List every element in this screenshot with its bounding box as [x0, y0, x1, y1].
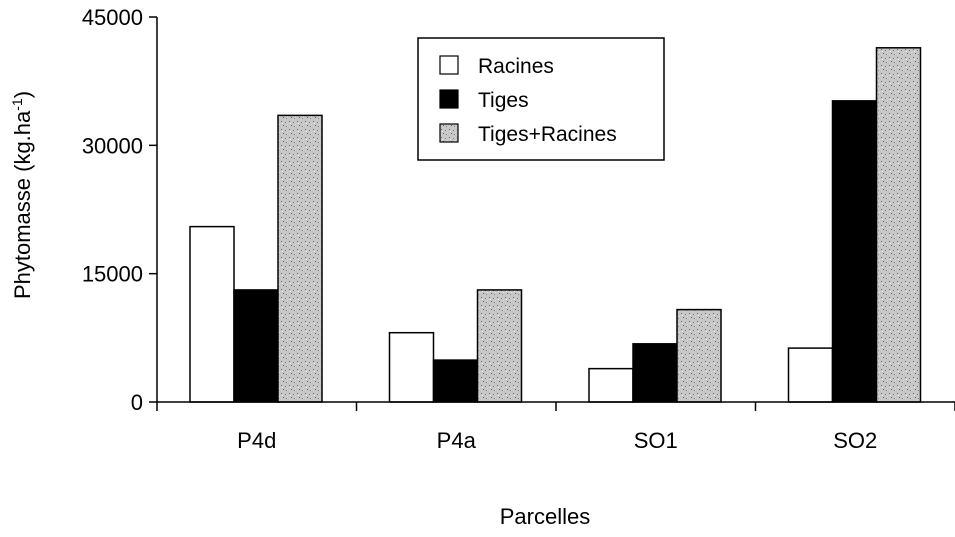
axes: 0 15000 30000 45000 P4d P4a SO1 SO2	[82, 5, 955, 453]
legend-swatch-racines	[439, 55, 459, 75]
x-axis-label: Parcelles	[500, 504, 590, 529]
bar-tiges-so2	[831, 100, 878, 403]
y-axis-label-main: Phytomasse (kg.ha	[10, 110, 35, 299]
y-axis-label-superscript: -1	[9, 98, 25, 111]
x-tick-label-so1: SO1	[634, 428, 678, 453]
bar-tiges-racines-p4d	[277, 114, 323, 403]
y-tick-label: 45000	[82, 5, 143, 30]
y-tick-label: 0	[131, 390, 143, 415]
bar-racines-p4d	[189, 225, 235, 403]
bar-tiges-so1	[632, 343, 678, 403]
y-tick-label: 30000	[82, 133, 143, 158]
legend-label-tiges: Tiges	[478, 89, 529, 112]
bar-tiges-p4a	[432, 359, 479, 403]
bar-racines-so2	[787, 347, 834, 403]
legend-swatch-tiges-racines	[439, 123, 459, 143]
x-tick-label-so2: SO2	[833, 428, 877, 453]
bar-tiges-racines-so1	[676, 308, 722, 403]
y-tick-label: 15000	[82, 262, 143, 287]
legend-swatch-tiges	[439, 89, 459, 109]
x-tick-label-p4a: P4a	[437, 428, 477, 453]
legend-box	[417, 37, 665, 161]
x-tick-label-p4d: P4d	[237, 428, 276, 453]
bar-tiges-p4d	[233, 289, 279, 403]
legend-label-tiges-racines: Tiges+Racines	[478, 123, 617, 146]
legend: Racines Tiges Tiges+Racines	[417, 37, 665, 161]
bar-racines-p4a	[388, 331, 435, 403]
bar-racines-so1	[588, 367, 634, 403]
bar-tiges-racines-p4a	[476, 289, 523, 403]
legend-label-racines: Racines	[478, 55, 554, 78]
bar-tiges-racines-so2	[875, 47, 922, 403]
y-axis-label: Phytomasse (kg.ha-1)	[9, 91, 35, 299]
y-axis-label-close: )	[10, 91, 35, 98]
